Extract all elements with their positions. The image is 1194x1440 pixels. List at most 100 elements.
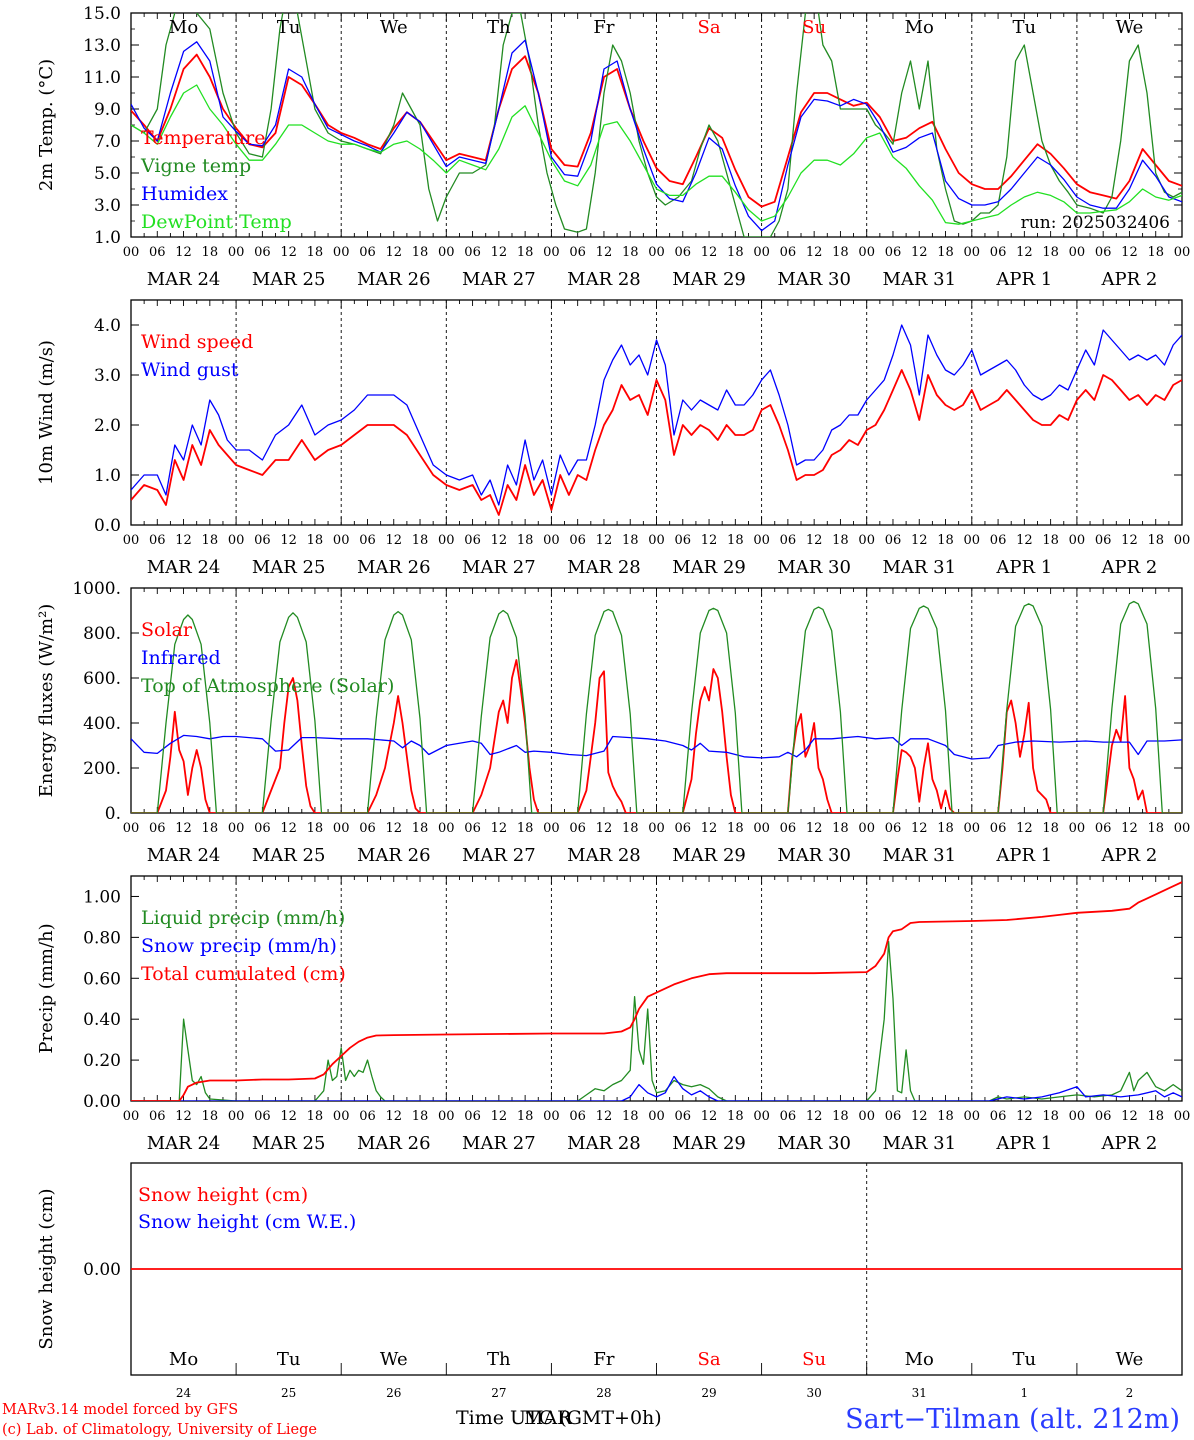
hour-label: 00	[438, 1109, 455, 1124]
hour-label: 06	[464, 533, 481, 548]
y-axis-label: 2m Temp. (°C)	[36, 59, 57, 191]
date-label: MAR 24	[147, 1133, 221, 1154]
hour-label: 12	[701, 533, 718, 548]
y-tick-label: 200.	[83, 759, 121, 779]
date-label: APR 1	[995, 845, 1052, 866]
day-name-label: Th	[487, 1349, 511, 1370]
hour-label: 18	[1042, 245, 1059, 260]
hour-label: 18	[622, 245, 639, 260]
hour-label: 18	[1042, 533, 1059, 548]
hour-label: 00	[648, 821, 665, 836]
day-number-label: 29	[701, 1386, 716, 1400]
hour-label: 18	[727, 821, 744, 836]
series-line-liquid-precip-mm-h-	[131, 940, 1182, 1101]
date-label: MAR 28	[567, 845, 641, 866]
hour-label: 18	[1147, 1109, 1164, 1124]
hour-label: 06	[885, 821, 902, 836]
hour-label: 18	[412, 245, 429, 260]
date-label: MAR 31	[882, 845, 956, 866]
hour-label: 18	[517, 533, 534, 548]
date-label: MAR 25	[252, 1133, 326, 1154]
hour-label: 00	[1069, 1109, 1086, 1124]
day-name-label: Mo	[905, 1349, 934, 1370]
hour-label: 06	[675, 1109, 692, 1124]
y-tick-label: 800.	[83, 624, 121, 644]
hour-label: 12	[596, 821, 613, 836]
legend-entry: Solar	[141, 619, 193, 641]
y-tick-label: 0.	[105, 804, 121, 824]
hour-label: 00	[333, 1109, 350, 1124]
y-tick-label: 1.0	[94, 466, 121, 486]
hour-label: 06	[885, 533, 902, 548]
plot-frame	[130, 299, 1183, 526]
hour-label: 00	[1174, 821, 1191, 836]
hour-label: 06	[254, 821, 271, 836]
y-tick-label: 0.00	[83, 1260, 121, 1280]
series-layer	[131, 881, 1182, 1101]
panel-3: 1000. 800. 600. 400. 200. 0. Energy fluxes (W/…	[36, 579, 1190, 866]
date-label: MAR 27	[462, 269, 536, 290]
hour-label: 00	[228, 821, 245, 836]
y-tick-label: 600.	[83, 669, 121, 689]
day-name-label: Tu	[1013, 1349, 1037, 1370]
series-line-wind-gust	[131, 324, 1182, 506]
y-tick-label: 0.0	[94, 516, 121, 536]
hour-label: 00	[228, 1109, 245, 1124]
hour-label: 00	[1174, 245, 1191, 260]
hour-label: 12	[1121, 533, 1138, 548]
date-label: MAR 30	[777, 269, 851, 290]
hour-label: 00	[753, 821, 770, 836]
panel-4: 1.00 0.80 0.60 0.40 0.20 0.00 Precip (mm/h) Liq…	[36, 875, 1191, 1154]
hour-label: 12	[1016, 245, 1033, 260]
date-label: MAR 28	[567, 269, 641, 290]
hour-label: 12	[491, 821, 508, 836]
date-label: MAR 27	[462, 1133, 536, 1154]
hour-label: 12	[175, 533, 192, 548]
date-label: MAR 24	[147, 269, 221, 290]
date-label: MAR 25	[252, 557, 326, 578]
y-tick-label: 9.0	[94, 100, 121, 120]
day-number-label: 26	[386, 1386, 401, 1400]
hour-label: 06	[464, 821, 481, 836]
hour-label: 12	[175, 1109, 192, 1124]
hour-label: 06	[359, 821, 376, 836]
hour-label: 00	[228, 245, 245, 260]
day-name-label: Tu	[277, 17, 301, 38]
hour-label: 12	[491, 1109, 508, 1124]
run-label: run: 2025032406	[1021, 213, 1170, 233]
hour-label: 00	[1069, 821, 1086, 836]
date-label: MAR 25	[252, 845, 326, 866]
hour-label: 12	[596, 245, 613, 260]
legend-entry: Snow precip (mm/h)	[141, 935, 337, 957]
date-label: MAR 31	[882, 1133, 956, 1154]
hour-label: 12	[280, 821, 297, 836]
hour-label: 18	[517, 821, 534, 836]
day-number-label: 28	[596, 1386, 611, 1400]
series-line-total-cumulated-cm-	[131, 881, 1182, 1101]
hour-label: 18	[307, 1109, 324, 1124]
hour-label: 12	[911, 245, 928, 260]
hour-label: 12	[701, 1109, 718, 1124]
hour-label: 00	[438, 821, 455, 836]
series-line-wind-speed	[131, 369, 1182, 516]
y-tick-label: 3.0	[94, 196, 121, 216]
hour-label: 18	[937, 821, 954, 836]
hour-label: 00	[228, 533, 245, 548]
y-tick-label: 2.0	[94, 416, 121, 436]
y-tick-label: 5.0	[94, 164, 121, 184]
hour-label: 18	[517, 1109, 534, 1124]
date-label: MAR 24	[147, 557, 221, 578]
day-name-label: Tu	[277, 1349, 301, 1370]
date-label: APR 2	[1101, 845, 1158, 866]
hour-label: 00	[333, 533, 350, 548]
hour-label: 00	[1174, 1109, 1191, 1124]
hour-label: 00	[543, 1109, 560, 1124]
y-tick-label: 4.0	[94, 316, 121, 336]
day-number-label: 1	[1021, 1386, 1029, 1400]
legend-entry: Snow height (cm W.E.)	[138, 1211, 356, 1233]
hour-label: 06	[1095, 1109, 1112, 1124]
legend-entry: Wind speed	[141, 331, 253, 353]
day-name-label: Fr	[593, 1349, 614, 1370]
date-label: MAR 26	[357, 845, 431, 866]
hour-label: 12	[175, 821, 192, 836]
